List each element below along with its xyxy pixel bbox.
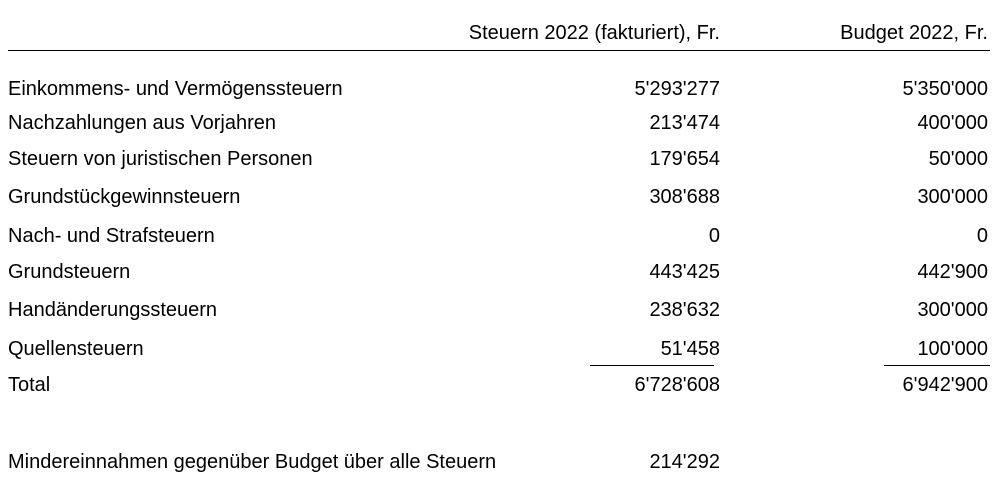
table-row: Steuern von juristischen Personen 179'65…	[8, 148, 990, 176]
table-row: Nachzahlungen aus Vorjahren 213'474 400'…	[8, 112, 990, 140]
row-taxes-value: 5'293'277	[634, 78, 721, 100]
subtotal-rule-taxes	[590, 365, 714, 366]
summary-value: 214'292	[649, 451, 720, 473]
row-label: Einkommens- und Vermögenssteuern	[8, 78, 343, 100]
header-taxes-2022: Steuern 2022 (fakturiert), Fr.	[468, 22, 720, 44]
total-label: Total	[8, 374, 51, 396]
row-label: Handänderungssteuern	[8, 299, 218, 321]
row-taxes-value: 308'688	[649, 186, 720, 208]
row-budget-value: 100'000	[917, 338, 988, 360]
row-taxes-value: 213'474	[649, 112, 720, 134]
row-taxes-value: 238'632	[649, 299, 720, 321]
table-row: Grundsteuern 443'425 442'900	[8, 261, 990, 289]
table-header: Steuern 2022 (fakturiert), Fr. Budget 20…	[8, 20, 990, 51]
table-row: Grundstückgewinnsteuern 308'688 300'000	[8, 186, 990, 214]
row-label: Nach- und Strafsteuern	[8, 225, 215, 247]
table-row: Handänderungssteuern 238'632 300'000	[8, 299, 990, 327]
table-row: Quellensteuern 51'458 100'000	[8, 338, 990, 366]
row-budget-value: 300'000	[917, 186, 988, 208]
total-budget-value: 6'942'900	[902, 374, 989, 396]
summary-row: Mindereinnahmen gegenüber Budget über al…	[8, 451, 990, 479]
row-budget-value: 0	[976, 225, 988, 247]
row-taxes-value: 179'654	[649, 148, 720, 170]
row-taxes-value: 443'425	[649, 261, 720, 283]
row-budget-value: 5'350'000	[902, 78, 989, 100]
subtotal-rule-budget	[884, 365, 990, 366]
total-taxes-value: 6'728'608	[634, 374, 721, 396]
row-label: Grundstückgewinnsteuern	[8, 186, 241, 208]
summary-label: Mindereinnahmen gegenüber Budget über al…	[8, 451, 497, 473]
header-budget-2022: Budget 2022, Fr.	[840, 22, 988, 44]
row-label: Nachzahlungen aus Vorjahren	[8, 112, 276, 134]
row-taxes-value: 51'458	[660, 338, 720, 360]
table-row: Nach- und Strafsteuern 0 0	[8, 225, 990, 253]
row-label: Grundsteuern	[8, 261, 131, 283]
row-budget-value: 50'000	[928, 148, 988, 170]
row-budget-value: 300'000	[917, 299, 988, 321]
table-row: Einkommens- und Vermögenssteuern 5'293'2…	[8, 78, 990, 106]
row-budget-value: 442'900	[917, 261, 988, 283]
row-label: Quellensteuern	[8, 338, 144, 360]
row-label: Steuern von juristischen Personen	[8, 148, 313, 170]
total-row: Total 6'728'608 6'942'900	[8, 374, 990, 402]
row-budget-value: 400'000	[917, 112, 988, 134]
row-taxes-value: 0	[708, 225, 720, 247]
